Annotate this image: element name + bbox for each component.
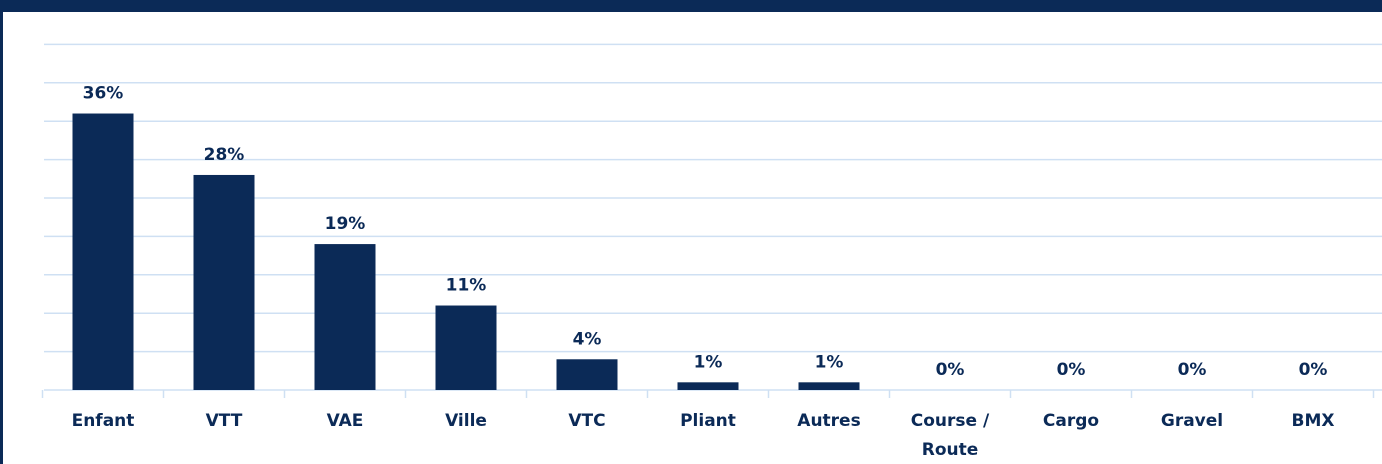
data-label: 1%	[815, 352, 844, 372]
x-tick-label: VAE	[326, 411, 364, 431]
x-tick-label: Gravel	[1160, 411, 1224, 431]
bar	[314, 244, 376, 390]
x-tick-label: Pliant	[680, 411, 736, 431]
data-label: 19%	[325, 214, 366, 234]
data-label: 0%	[1178, 360, 1207, 380]
left-border	[0, 0, 3, 464]
data-label: 1%	[694, 352, 723, 372]
data-label: 4%	[573, 329, 602, 349]
x-tick-label: Enfant	[71, 411, 135, 431]
data-label: 28%	[204, 145, 245, 165]
bar	[677, 382, 739, 390]
x-tick-label: Ville	[445, 411, 487, 431]
x-tick-label: VTC	[568, 411, 606, 431]
data-label: 0%	[1299, 360, 1328, 380]
bar	[798, 382, 860, 390]
x-tick-label: VTT	[205, 411, 243, 431]
bar	[556, 359, 618, 390]
bar	[193, 174, 255, 390]
data-label: 0%	[936, 360, 965, 380]
x-tick-label: Cargo	[1042, 411, 1100, 431]
x-tick-label: Course / Route	[910, 411, 990, 460]
bar	[435, 305, 497, 390]
header-bar	[0, 0, 1382, 12]
x-tick-label: BMX	[1291, 411, 1335, 431]
data-label: 11%	[446, 276, 487, 296]
bar	[72, 113, 134, 391]
x-tick-label: Autres	[797, 411, 861, 431]
data-label: 36%	[83, 84, 124, 104]
data-label: 0%	[1057, 360, 1086, 380]
